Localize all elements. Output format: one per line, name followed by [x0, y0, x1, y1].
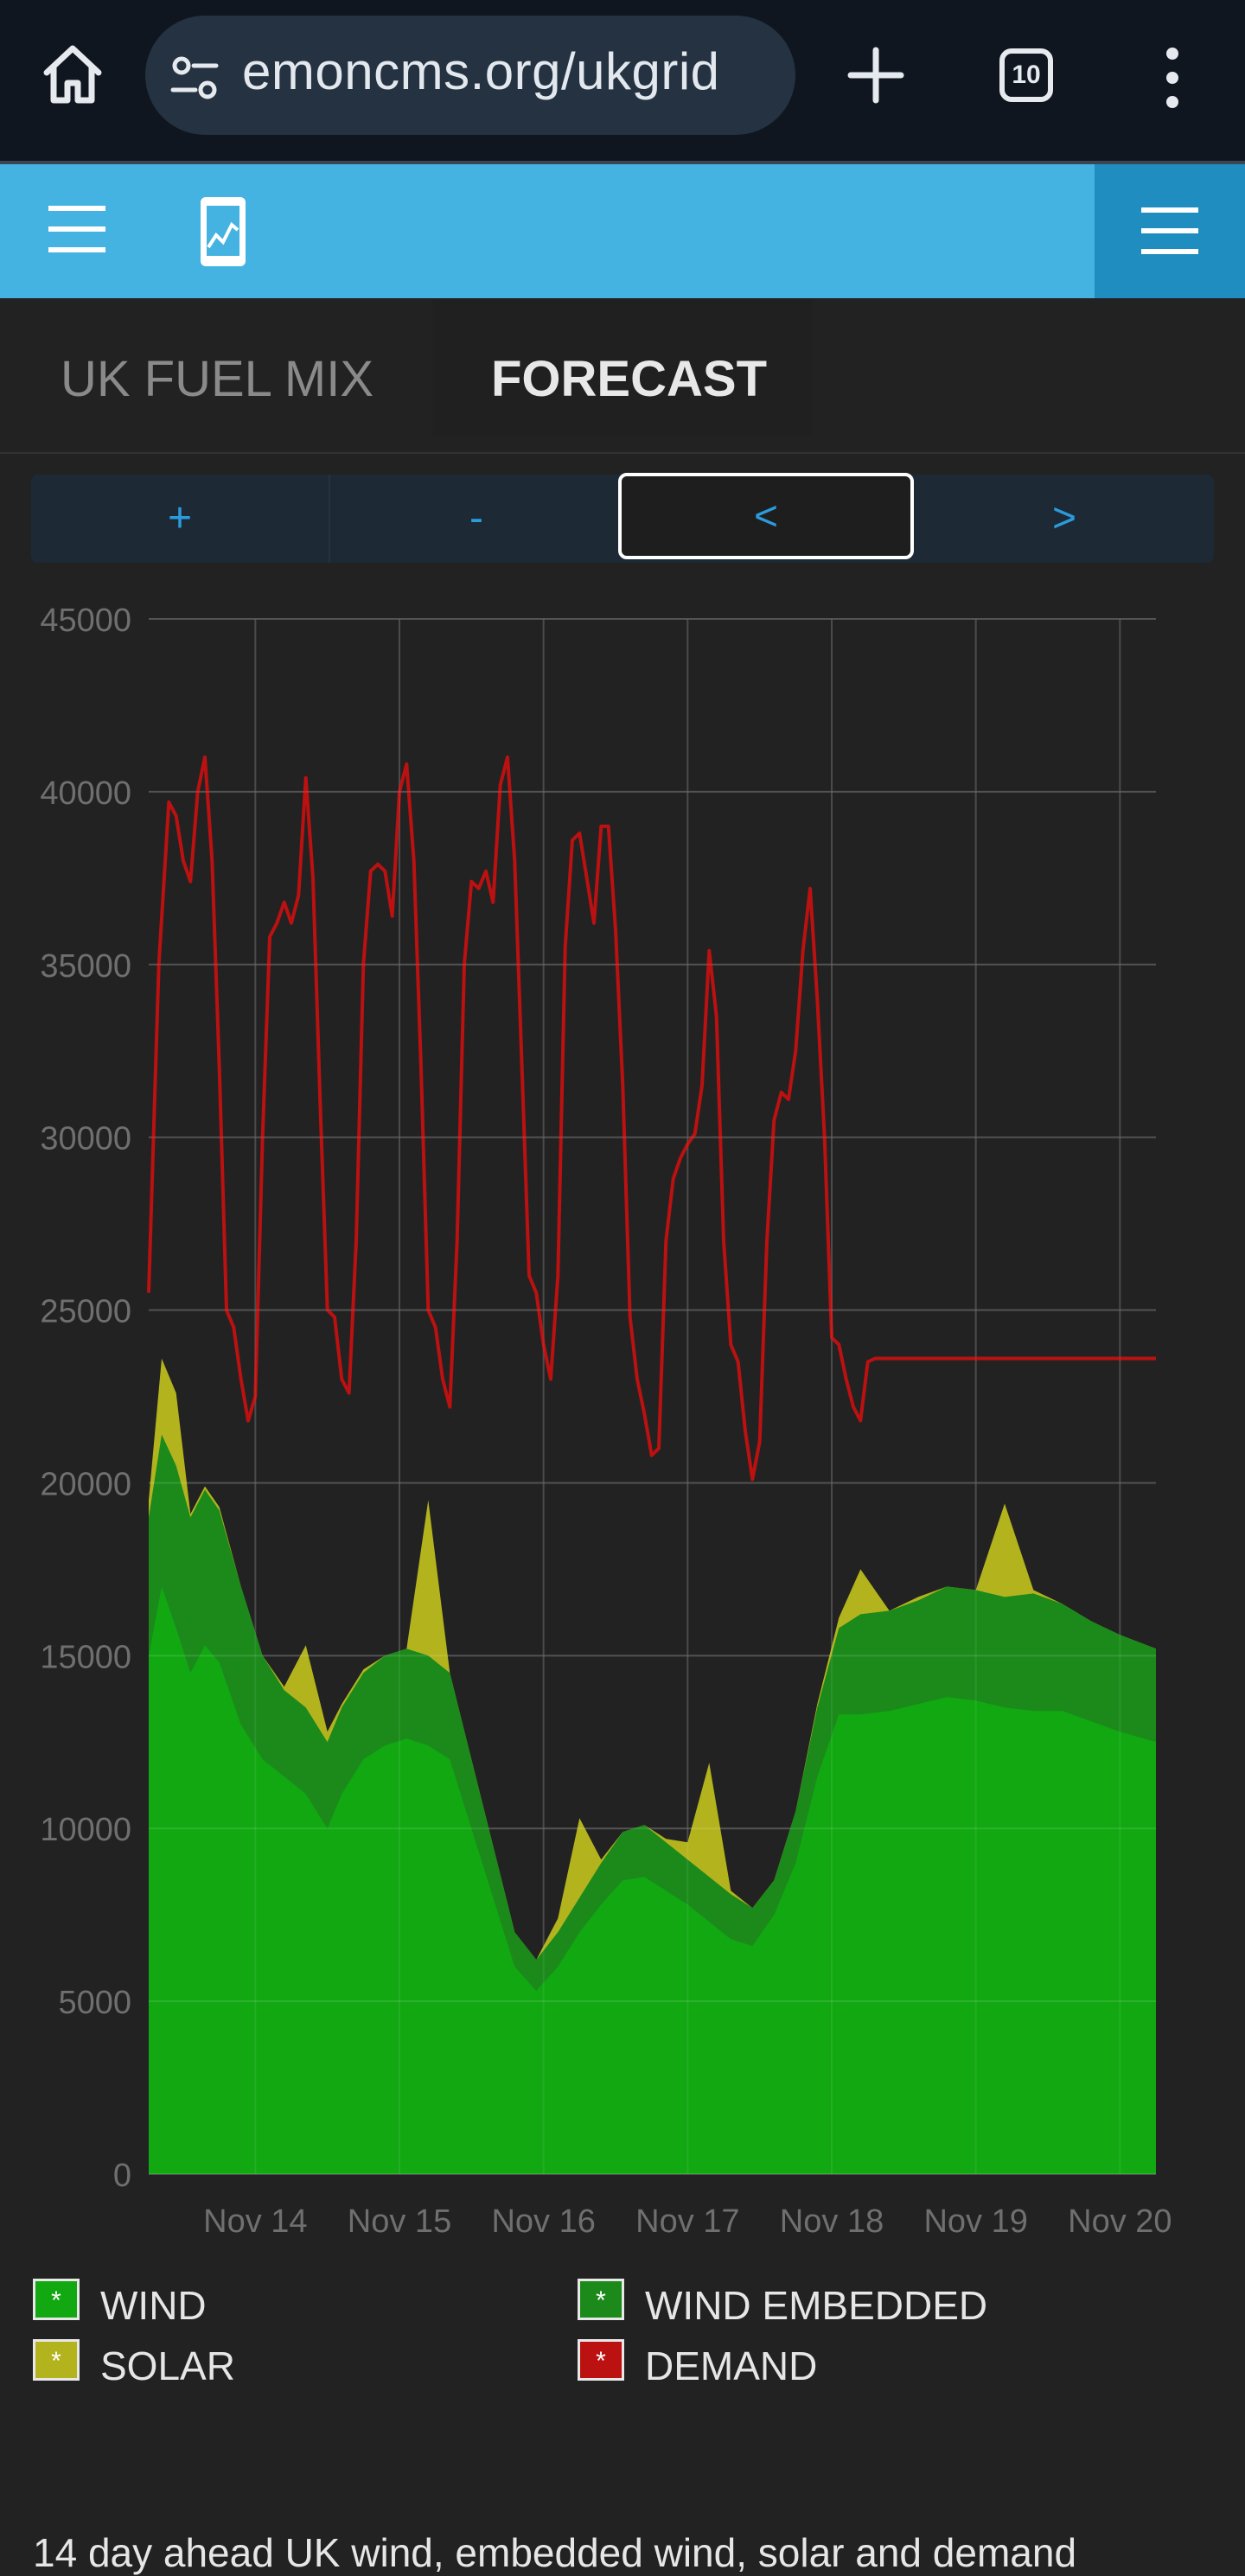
zoom-in-button[interactable]: + — [31, 475, 330, 563]
tab-forecast[interactable]: FORECAST — [491, 351, 767, 407]
chart-nav-controls: + - < > — [31, 473, 1214, 563]
y-tick-label: 40000 — [40, 775, 131, 812]
forecast-chart[interactable]: 0 5000 10000 15000 20000 25000 30000 35000 40000… — [0, 588, 1245, 2265]
x-tick-label: Nov 20 — [1068, 2203, 1172, 2240]
app-header — [0, 164, 1245, 298]
y-tick-label: 10000 — [40, 1812, 131, 1848]
browser-toolbar: emoncms.org/ukgrid 10 — [0, 0, 1245, 164]
legend-label-wind: WIND — [100, 2283, 207, 2328]
url-text[interactable]: emoncms.org/ukgrid — [242, 42, 720, 100]
more-vert-icon[interactable] — [1159, 43, 1186, 112]
legend-swatch-solar[interactable]: * — [33, 2339, 80, 2381]
x-tick-label: Nov 19 — [923, 2203, 1027, 2240]
legend-label-demand: DEMAND — [645, 2343, 818, 2388]
x-tick-label: Nov 15 — [348, 2203, 451, 2240]
tab-forecast-background — [432, 298, 813, 437]
legend-swatch-demand[interactable]: * — [578, 2339, 624, 2381]
app-logo-icon[interactable] — [197, 194, 249, 270]
chart-series — [147, 618, 1156, 2175]
series-demand-line — [147, 755, 1156, 1482]
y-tick-label: 25000 — [40, 1294, 131, 1330]
y-tick-label: 0 — [113, 2158, 131, 2194]
chart-axes: 0 5000 10000 15000 20000 25000 30000 35000 40000… — [40, 603, 1172, 2240]
previous-button[interactable]: < — [618, 473, 914, 559]
x-tick-label: Nov 16 — [491, 2203, 595, 2240]
legend-swatch-wind[interactable]: * — [33, 2279, 80, 2320]
legend-label-solar: SOLAR — [100, 2343, 235, 2388]
y-tick-label: 20000 — [40, 1466, 131, 1502]
x-tick-label: Nov 17 — [635, 2203, 739, 2240]
menu-right-box — [1095, 164, 1245, 298]
legend-swatch-wind-embedded[interactable]: * — [578, 2279, 624, 2320]
plus-icon[interactable] — [846, 45, 906, 105]
x-tick-label: Nov 18 — [780, 2203, 884, 2240]
site-settings-icon[interactable] — [169, 54, 220, 102]
y-tick-label: 30000 — [40, 1121, 131, 1157]
chart-description: 14 day ahead UK wind, embedded wind, sol… — [33, 2530, 1077, 2575]
menu-icon[interactable] — [48, 201, 105, 258]
menu-icon[interactable] — [1141, 202, 1198, 259]
legend-label-wind-embedded: WIND EMBEDDED — [645, 2283, 988, 2328]
tab-switcher-icon[interactable]: 10 — [999, 48, 1053, 102]
tab-uk-fuel-mix[interactable]: UK FUEL MIX — [61, 351, 374, 407]
next-button[interactable]: > — [1051, 495, 1077, 541]
home-icon[interactable] — [38, 40, 107, 109]
y-tick-label: 45000 — [40, 603, 131, 639]
y-tick-label: 15000 — [40, 1639, 131, 1675]
tab-strip: UK FUEL MIX FORECAST — [0, 298, 1245, 454]
address-bar[interactable] — [145, 16, 795, 135]
y-tick-label: 35000 — [40, 948, 131, 985]
x-tick-label: Nov 14 — [203, 2203, 307, 2240]
series-wind-area — [149, 1586, 1156, 2174]
zoom-out-button[interactable]: - — [469, 495, 483, 541]
y-tick-label: 5000 — [58, 1985, 131, 2021]
